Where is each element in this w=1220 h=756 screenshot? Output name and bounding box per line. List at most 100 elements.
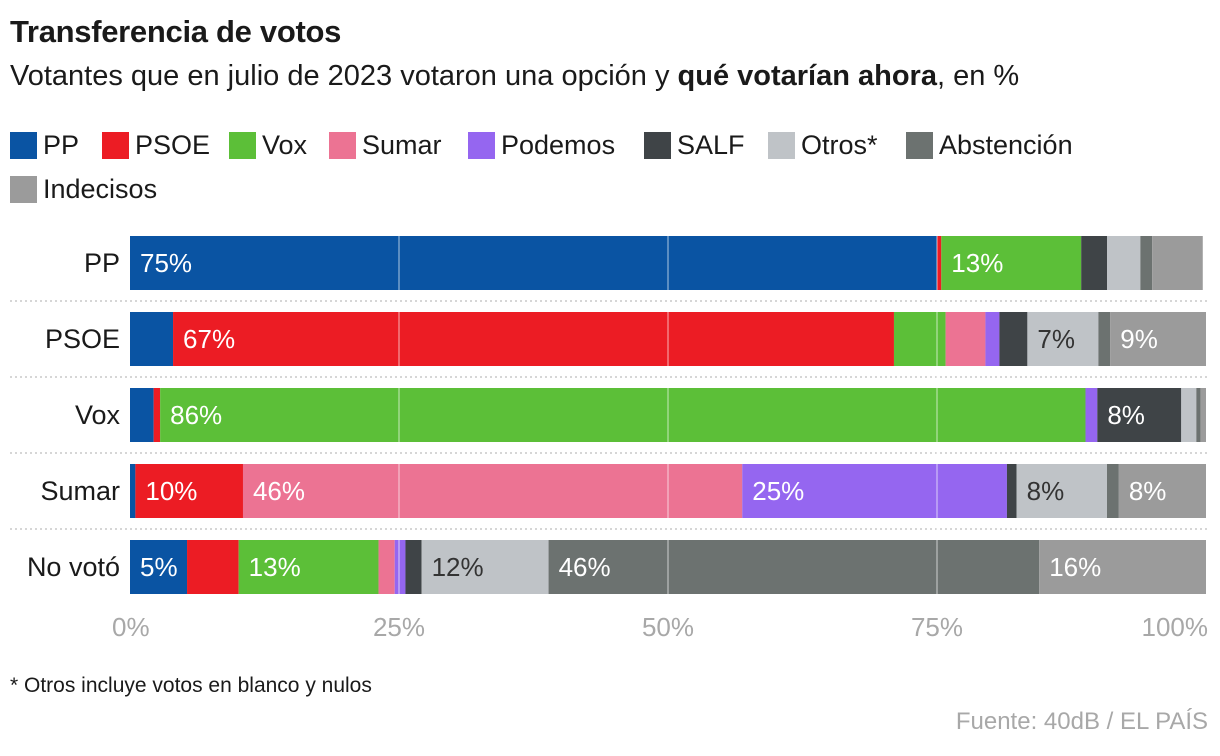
legend-item-podemos: Podemos — [468, 128, 615, 162]
bar-psoe-pp — [130, 312, 174, 366]
data-label-sumar-podemos: 25% — [752, 476, 804, 506]
legend-item-otros: Otros* — [768, 128, 878, 162]
bar-no-voto-pp — [130, 540, 188, 594]
bar-psoe-otros — [1027, 312, 1099, 366]
footnote: * Otros incluye votos en blanco y nulos — [10, 674, 372, 697]
row-label-pp: PP — [84, 248, 120, 278]
legend-swatch-indecisos — [10, 175, 37, 203]
bar-pp-pp — [130, 236, 937, 290]
bar-sumar-indecisos — [1118, 464, 1206, 518]
bar-pp-otros — [1107, 236, 1141, 290]
bar-no-voto-vox — [238, 540, 379, 594]
row-label-no-voto: No votó — [27, 552, 120, 582]
data-label-sumar-otros: 8% — [1027, 476, 1065, 506]
bar-sumar-otros — [1016, 464, 1108, 518]
bar-no-voto-podemos — [394, 540, 406, 594]
bar-sumar-sumar — [242, 464, 743, 518]
bar-vox-salf — [1097, 388, 1182, 442]
data-label-no-voto-abstencion: 46% — [559, 552, 611, 582]
legend-swatch-sumar — [329, 131, 356, 159]
x-tick-label: 0% — [112, 612, 150, 642]
bar-psoe-abstencion — [1098, 312, 1111, 366]
legend-item-abstencion: Abstención — [906, 128, 1073, 162]
legend-label-vox: Vox — [262, 129, 308, 160]
x-tick-label: 25% — [373, 612, 425, 642]
legend-item-salf: SALF — [644, 128, 745, 162]
legend-label-otros: Otros* — [801, 129, 878, 160]
legend-label-pp: PP — [43, 129, 80, 160]
data-label-psoe-psoe: 67% — [183, 324, 235, 354]
x-tick-label: 100% — [1142, 612, 1209, 642]
legend-label-salf: SALF — [677, 129, 745, 160]
bar-vox-indecisos — [1200, 388, 1206, 442]
bar-sumar-salf — [1006, 464, 1017, 518]
data-label-no-voto-pp: 5% — [140, 552, 178, 582]
legend-swatch-otros — [768, 131, 795, 159]
legend-swatch-pp — [10, 131, 37, 159]
x-tick-label: 50% — [642, 612, 694, 642]
data-label-vox-salf: 8% — [1107, 400, 1145, 430]
data-label-no-voto-indecisos: 16% — [1049, 552, 1101, 582]
bar-pp-vox — [941, 236, 1082, 290]
data-label-sumar-psoe: 10% — [145, 476, 197, 506]
bar-vox-psoe — [153, 388, 161, 442]
bar-no-voto-psoe — [187, 540, 239, 594]
legend-swatch-vox — [229, 131, 256, 159]
bar-vox-abstencion — [1196, 388, 1201, 442]
subtitle-text: Votantes que en julio de 2023 votaron un… — [10, 60, 678, 92]
data-label-no-voto-vox: 13% — [249, 552, 301, 582]
bar-psoe-vox — [893, 312, 946, 366]
legend-item-vox: Vox — [229, 128, 307, 162]
row-label-vox: Vox — [75, 400, 121, 430]
legend-swatch-podemos — [468, 131, 495, 159]
bar-pp-indecisos — [1152, 236, 1203, 290]
bar-vox-vox — [160, 388, 1086, 442]
bar-no-voto-salf — [405, 540, 422, 594]
legend-label-abstencion: Abstención — [939, 129, 1073, 160]
bar-psoe-psoe — [173, 312, 894, 366]
legend-item-psoe: PSOE — [102, 128, 210, 162]
legend-label-psoe: PSOE — [135, 129, 211, 160]
bar-psoe-podemos — [985, 312, 1000, 366]
bar-vox-otros — [1181, 388, 1197, 442]
legend-item-indecisos: Indecisos — [10, 172, 157, 206]
bar-sumar-pp — [130, 464, 136, 518]
legend-swatch-psoe — [102, 131, 129, 159]
data-label-sumar-indecisos: 8% — [1129, 476, 1167, 506]
legend-label-podemos: Podemos — [501, 129, 616, 160]
bar-vox-pp — [130, 388, 154, 442]
bar-sumar-psoe — [135, 464, 243, 518]
data-label-pp-pp: 75% — [140, 248, 192, 278]
bar-psoe-indecisos — [1110, 312, 1206, 366]
bar-psoe-sumar — [945, 312, 986, 366]
row-label-psoe: PSOE — [45, 324, 120, 354]
subtitle-unit-text: , en % — [936, 60, 1020, 92]
source-credit: Fuente: 40dB / EL PAÍS — [955, 708, 1208, 735]
data-label-psoe-otros: 7% — [1037, 324, 1075, 354]
bar-psoe-salf — [999, 312, 1028, 366]
x-tick-label: 75% — [911, 612, 963, 642]
legend-swatch-salf — [644, 131, 671, 159]
subtitle-bold-text: qué votarían ahora — [677, 60, 937, 92]
bar-pp-salf — [1081, 236, 1108, 290]
legend-item-sumar: Sumar — [329, 128, 442, 162]
data-label-vox-vox: 86% — [170, 400, 222, 430]
data-label-pp-vox: 13% — [951, 248, 1003, 278]
bar-vox-podemos — [1085, 388, 1098, 442]
legend-label-indecisos: Indecisos — [43, 173, 158, 204]
data-label-sumar-sumar: 46% — [253, 476, 305, 506]
bar-no-voto-indecisos — [1039, 540, 1206, 594]
bar-pp-psoe — [937, 236, 942, 290]
legend-label-sumar: Sumar — [362, 129, 442, 160]
bar-pp-abstencion — [1140, 236, 1153, 290]
legend-swatch-abstencion — [906, 131, 933, 159]
row-label-sumar: Sumar — [40, 476, 120, 506]
bar-no-voto-otros — [421, 540, 549, 594]
bar-no-voto-sumar — [378, 540, 395, 594]
bar-no-voto-abstencion — [548, 540, 1040, 594]
bar-sumar-abstencion — [1107, 464, 1119, 518]
chart-title: Transferencia de votos — [10, 14, 342, 49]
data-label-psoe-indecisos: 9% — [1120, 324, 1158, 354]
data-label-no-voto-otros: 12% — [432, 552, 484, 582]
